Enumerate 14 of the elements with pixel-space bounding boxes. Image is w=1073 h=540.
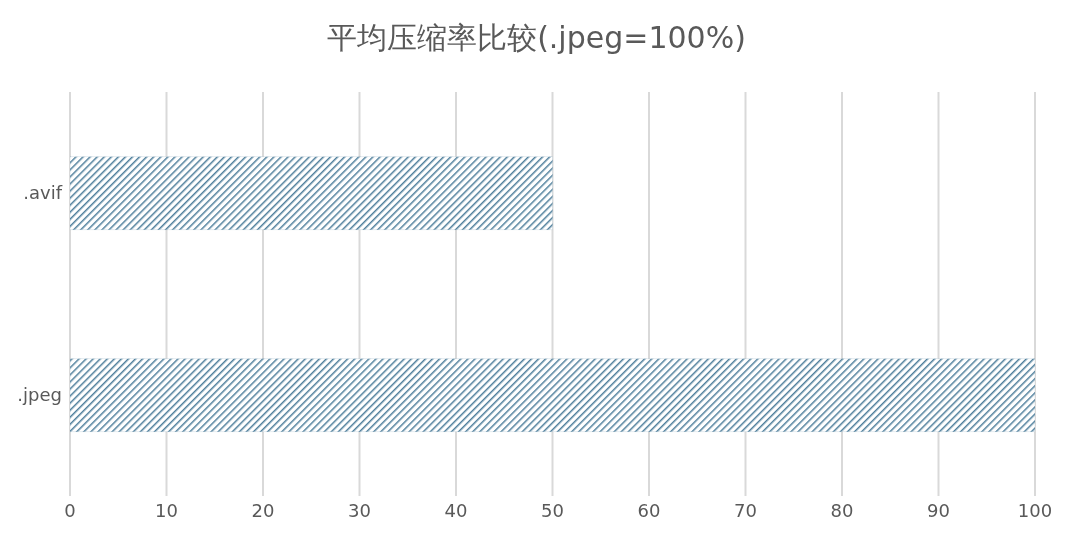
x-tick-label: 60 (637, 499, 661, 521)
y-tick-label: .jpeg (17, 384, 62, 406)
x-tick-label: 30 (348, 499, 371, 521)
x-tick-label: 80 (830, 499, 854, 521)
x-tick-label: 100 (1017, 499, 1053, 521)
x-tick-label: 70 (734, 499, 757, 521)
x-tick-label: 50 (541, 499, 564, 521)
chart-title: 平均压缩率比较(.jpeg=100%) (326, 19, 747, 57)
x-tick-label: 10 (155, 499, 178, 521)
x-tick-label: 90 (927, 499, 950, 521)
x-tick-label: 40 (444, 499, 468, 521)
x-tick-label: 0 (64, 499, 76, 521)
y-tick-label: .avif (23, 182, 63, 204)
x-tick-label: 20 (251, 499, 275, 521)
